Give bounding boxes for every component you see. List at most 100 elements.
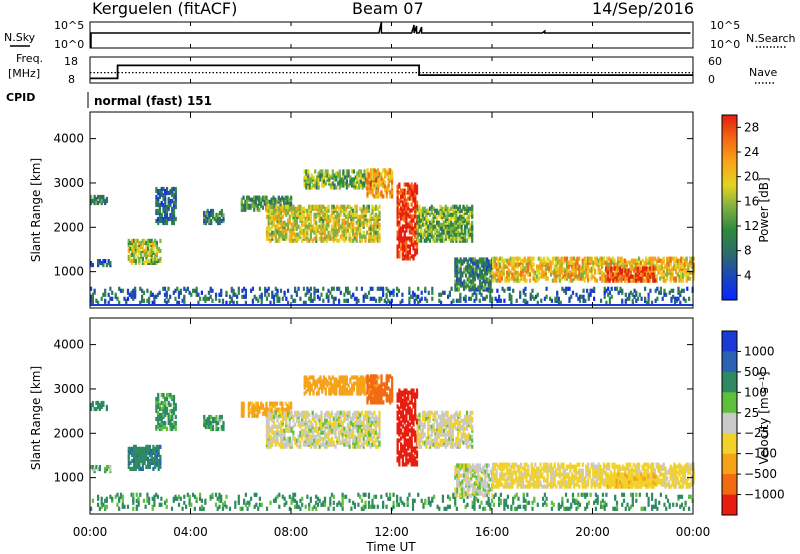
velocity-cell: [315, 434, 318, 439]
power-cell: [169, 198, 172, 204]
power-cell: [398, 250, 401, 255]
power-cell: [116, 296, 119, 301]
power-cell: [327, 208, 330, 213]
power-cell: [432, 206, 435, 211]
power-cell: [627, 276, 631, 281]
power-cell: [414, 234, 417, 239]
power-cell: [118, 286, 121, 291]
velocity-cell: [250, 496, 253, 501]
power-cell: [382, 286, 385, 291]
power-cell: [633, 294, 636, 299]
velocity-cell: [283, 502, 286, 507]
velocity-cell: [276, 436, 279, 441]
velocity-cell: [265, 434, 269, 439]
power-cell: [347, 173, 350, 178]
power-cell: [457, 287, 460, 292]
velocity-cell: [635, 492, 638, 497]
velocity-cell: [193, 494, 196, 499]
power-cell: [405, 190, 408, 195]
power-cell: [662, 266, 665, 271]
power-cell: [410, 202, 413, 207]
power-cell: [484, 296, 487, 301]
velocity-cell: [157, 448, 160, 453]
power-cell: [129, 240, 132, 245]
power-cell: [528, 278, 532, 283]
power-cell: [458, 232, 461, 237]
power-cell: [496, 298, 499, 303]
power-cell: [403, 214, 406, 219]
velocity-cell: [306, 410, 309, 415]
power-cell: [378, 178, 381, 183]
power-cell: [127, 248, 130, 253]
velocity-cell: [267, 432, 270, 437]
power-cell: [204, 210, 207, 216]
cpid-label: CPID: [6, 91, 35, 104]
power-cell: [210, 218, 213, 224]
power-cell: [441, 234, 444, 239]
velocity-cell: [455, 506, 458, 511]
power-cell: [427, 290, 430, 295]
power-cell: [492, 274, 495, 279]
power-cell: [373, 296, 376, 301]
power-cell: [427, 208, 430, 213]
power-cell: [90, 294, 93, 299]
power-cell: [584, 298, 587, 303]
power-cell: [389, 300, 392, 305]
velocity-cell: [373, 494, 376, 499]
power-cell: [520, 272, 523, 277]
power-cell: [295, 232, 298, 237]
power-cell: [603, 290, 606, 295]
velocity-cell: [253, 492, 256, 497]
power-cell: [287, 218, 290, 223]
power-cell: [661, 296, 664, 301]
velocity-cell: [308, 424, 311, 429]
power-cell: [357, 298, 360, 303]
power-cell: [100, 296, 103, 301]
power-cell: [615, 272, 618, 277]
velocity-cell: [341, 498, 344, 503]
velocity-cell: [90, 402, 93, 408]
power-cell: [513, 256, 516, 261]
power-cell: [269, 300, 272, 305]
power-cell: [565, 256, 569, 261]
power-cell: [274, 232, 277, 237]
power-cell: [680, 274, 683, 279]
power-cell: [590, 272, 593, 277]
power-cell: [371, 168, 374, 173]
velocity-cell: [367, 500, 371, 505]
velocity-cell: [580, 492, 583, 497]
velocity-cell: [332, 500, 335, 505]
power-cell: [157, 188, 160, 194]
power-cell: [155, 248, 158, 253]
velocity-cell: [272, 420, 276, 425]
power-cell: [499, 270, 502, 275]
power-cell: [376, 206, 379, 211]
velocity-cell: [281, 436, 284, 441]
velocity-cell: [306, 494, 309, 499]
power-cell: [160, 186, 163, 192]
velocity-cell: [172, 400, 176, 406]
velocity-cell: [454, 500, 457, 505]
power-cell: [258, 286, 261, 291]
velocity-cell: [284, 407, 287, 412]
velocity-cell: [635, 498, 638, 503]
power-cell: [456, 257, 459, 262]
power-cell: [305, 169, 308, 174]
power-cell: [338, 286, 341, 291]
power-cell: [412, 226, 415, 231]
power-cell: [136, 248, 139, 253]
power-cell: [380, 286, 383, 291]
power-cell: [470, 279, 473, 284]
power-cell: [315, 236, 318, 241]
power-cell: [338, 226, 341, 231]
velocity-cell: [330, 492, 334, 497]
power-cell: [544, 260, 547, 265]
power-cell: [325, 222, 328, 227]
power-cell: [473, 257, 476, 262]
power-cell: [197, 300, 200, 305]
power-cell: [380, 190, 383, 195]
power-cell: [167, 216, 170, 222]
power-cell: [228, 300, 232, 305]
power-cell: [644, 296, 647, 301]
power-cell: [451, 222, 454, 227]
